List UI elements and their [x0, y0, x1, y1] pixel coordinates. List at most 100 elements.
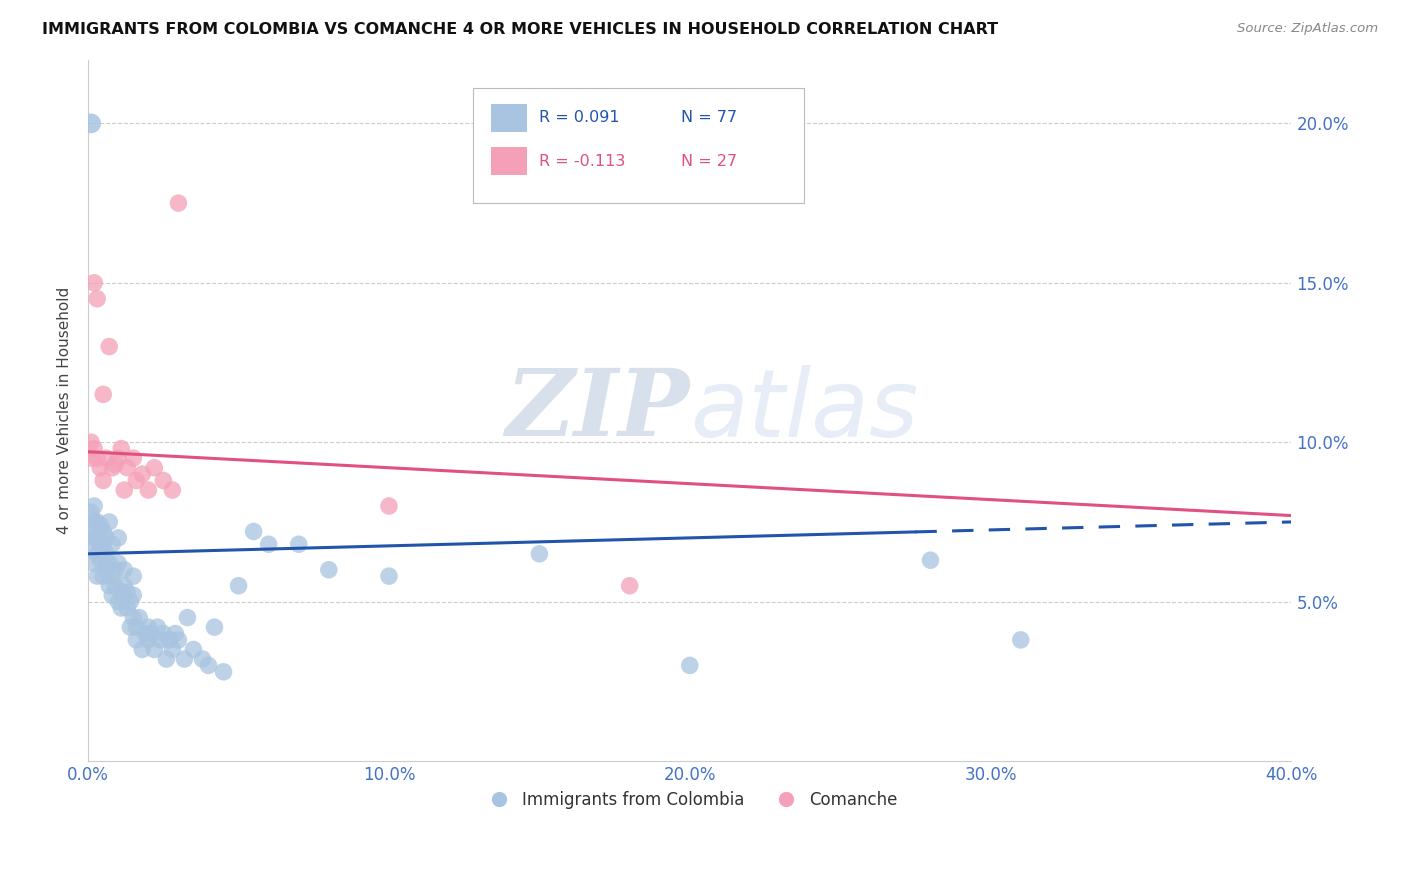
Point: [96, 563, 118, 577]
Point: [131, 642, 153, 657]
Point: [101, 537, 124, 551]
Bar: [491, 103, 527, 132]
Point: [378, 499, 401, 513]
Point: [117, 601, 139, 615]
Point: [920, 553, 942, 567]
Point: [197, 658, 219, 673]
Point: [162, 642, 184, 657]
Point: [89, 518, 111, 533]
Point: [110, 442, 132, 456]
Point: [98, 340, 121, 354]
Point: [117, 585, 139, 599]
Point: [122, 451, 145, 466]
Point: [86, 292, 108, 306]
Point: [125, 474, 148, 488]
Point: [136, 632, 159, 647]
Point: [125, 632, 148, 647]
Bar: [491, 147, 527, 176]
Point: [91, 524, 114, 539]
Point: [107, 557, 129, 571]
Point: [122, 610, 145, 624]
Point: [80, 116, 103, 130]
Point: [141, 626, 163, 640]
Point: [86, 547, 108, 561]
Point: [131, 467, 153, 482]
Text: Source: ZipAtlas.com: Source: ZipAtlas.com: [1237, 22, 1378, 36]
Text: atlas: atlas: [690, 365, 918, 456]
Point: [619, 579, 641, 593]
Point: [98, 515, 121, 529]
Point: [257, 537, 280, 551]
Point: [136, 620, 159, 634]
Point: [110, 585, 132, 599]
Point: [143, 460, 166, 475]
Point: [83, 515, 105, 529]
Point: [98, 557, 121, 571]
Point: [152, 626, 174, 640]
Text: R = 0.091: R = 0.091: [540, 111, 620, 125]
Text: N = 77: N = 77: [682, 111, 738, 125]
Point: [120, 594, 142, 608]
Point: [167, 196, 190, 211]
Point: [83, 557, 105, 571]
Point: [128, 610, 150, 624]
Point: [91, 549, 114, 564]
Text: N = 27: N = 27: [682, 153, 738, 169]
Point: [80, 435, 103, 450]
Point: [167, 632, 190, 647]
Point: [83, 276, 105, 290]
Point: [318, 563, 340, 577]
Point: [80, 537, 103, 551]
Point: [155, 652, 177, 666]
Point: [110, 601, 132, 615]
Point: [162, 483, 184, 497]
Text: R = -0.113: R = -0.113: [540, 153, 626, 169]
Point: [101, 569, 124, 583]
Point: [378, 569, 401, 583]
Point: [212, 665, 235, 679]
Point: [86, 451, 108, 466]
Point: [122, 569, 145, 583]
Point: [89, 537, 111, 551]
Point: [107, 531, 129, 545]
Point: [112, 579, 135, 593]
Point: [107, 594, 129, 608]
Point: [191, 652, 214, 666]
Point: [91, 537, 114, 551]
Point: [104, 579, 127, 593]
Point: [152, 474, 174, 488]
Point: [679, 658, 702, 673]
Point: [83, 442, 105, 456]
Point: [287, 537, 309, 551]
Text: IMMIGRANTS FROM COLOMBIA VS COMANCHE 4 OR MORE VEHICLES IN HOUSEHOLD CORRELATION: IMMIGRANTS FROM COLOMBIA VS COMANCHE 4 O…: [42, 22, 998, 37]
Point: [89, 460, 111, 475]
Point: [96, 451, 118, 466]
Point: [101, 460, 124, 475]
Text: ZIP: ZIP: [506, 366, 690, 455]
Point: [98, 579, 121, 593]
Point: [149, 632, 172, 647]
Point: [143, 642, 166, 657]
Point: [112, 483, 135, 497]
FancyBboxPatch shape: [474, 87, 804, 203]
Point: [112, 563, 135, 577]
Point: [176, 610, 198, 624]
Point: [183, 642, 205, 657]
Point: [134, 626, 156, 640]
Point: [125, 620, 148, 634]
Point: [1010, 632, 1032, 647]
Point: [165, 626, 187, 640]
Point: [91, 474, 114, 488]
Point: [228, 579, 250, 593]
Point: [83, 499, 105, 513]
Point: [80, 451, 103, 466]
Point: [204, 620, 226, 634]
Point: [120, 620, 142, 634]
Point: [91, 569, 114, 583]
Point: [117, 460, 139, 475]
Point: [86, 569, 108, 583]
Point: [107, 451, 129, 466]
Point: [104, 458, 127, 472]
Point: [80, 505, 103, 519]
Point: [122, 588, 145, 602]
